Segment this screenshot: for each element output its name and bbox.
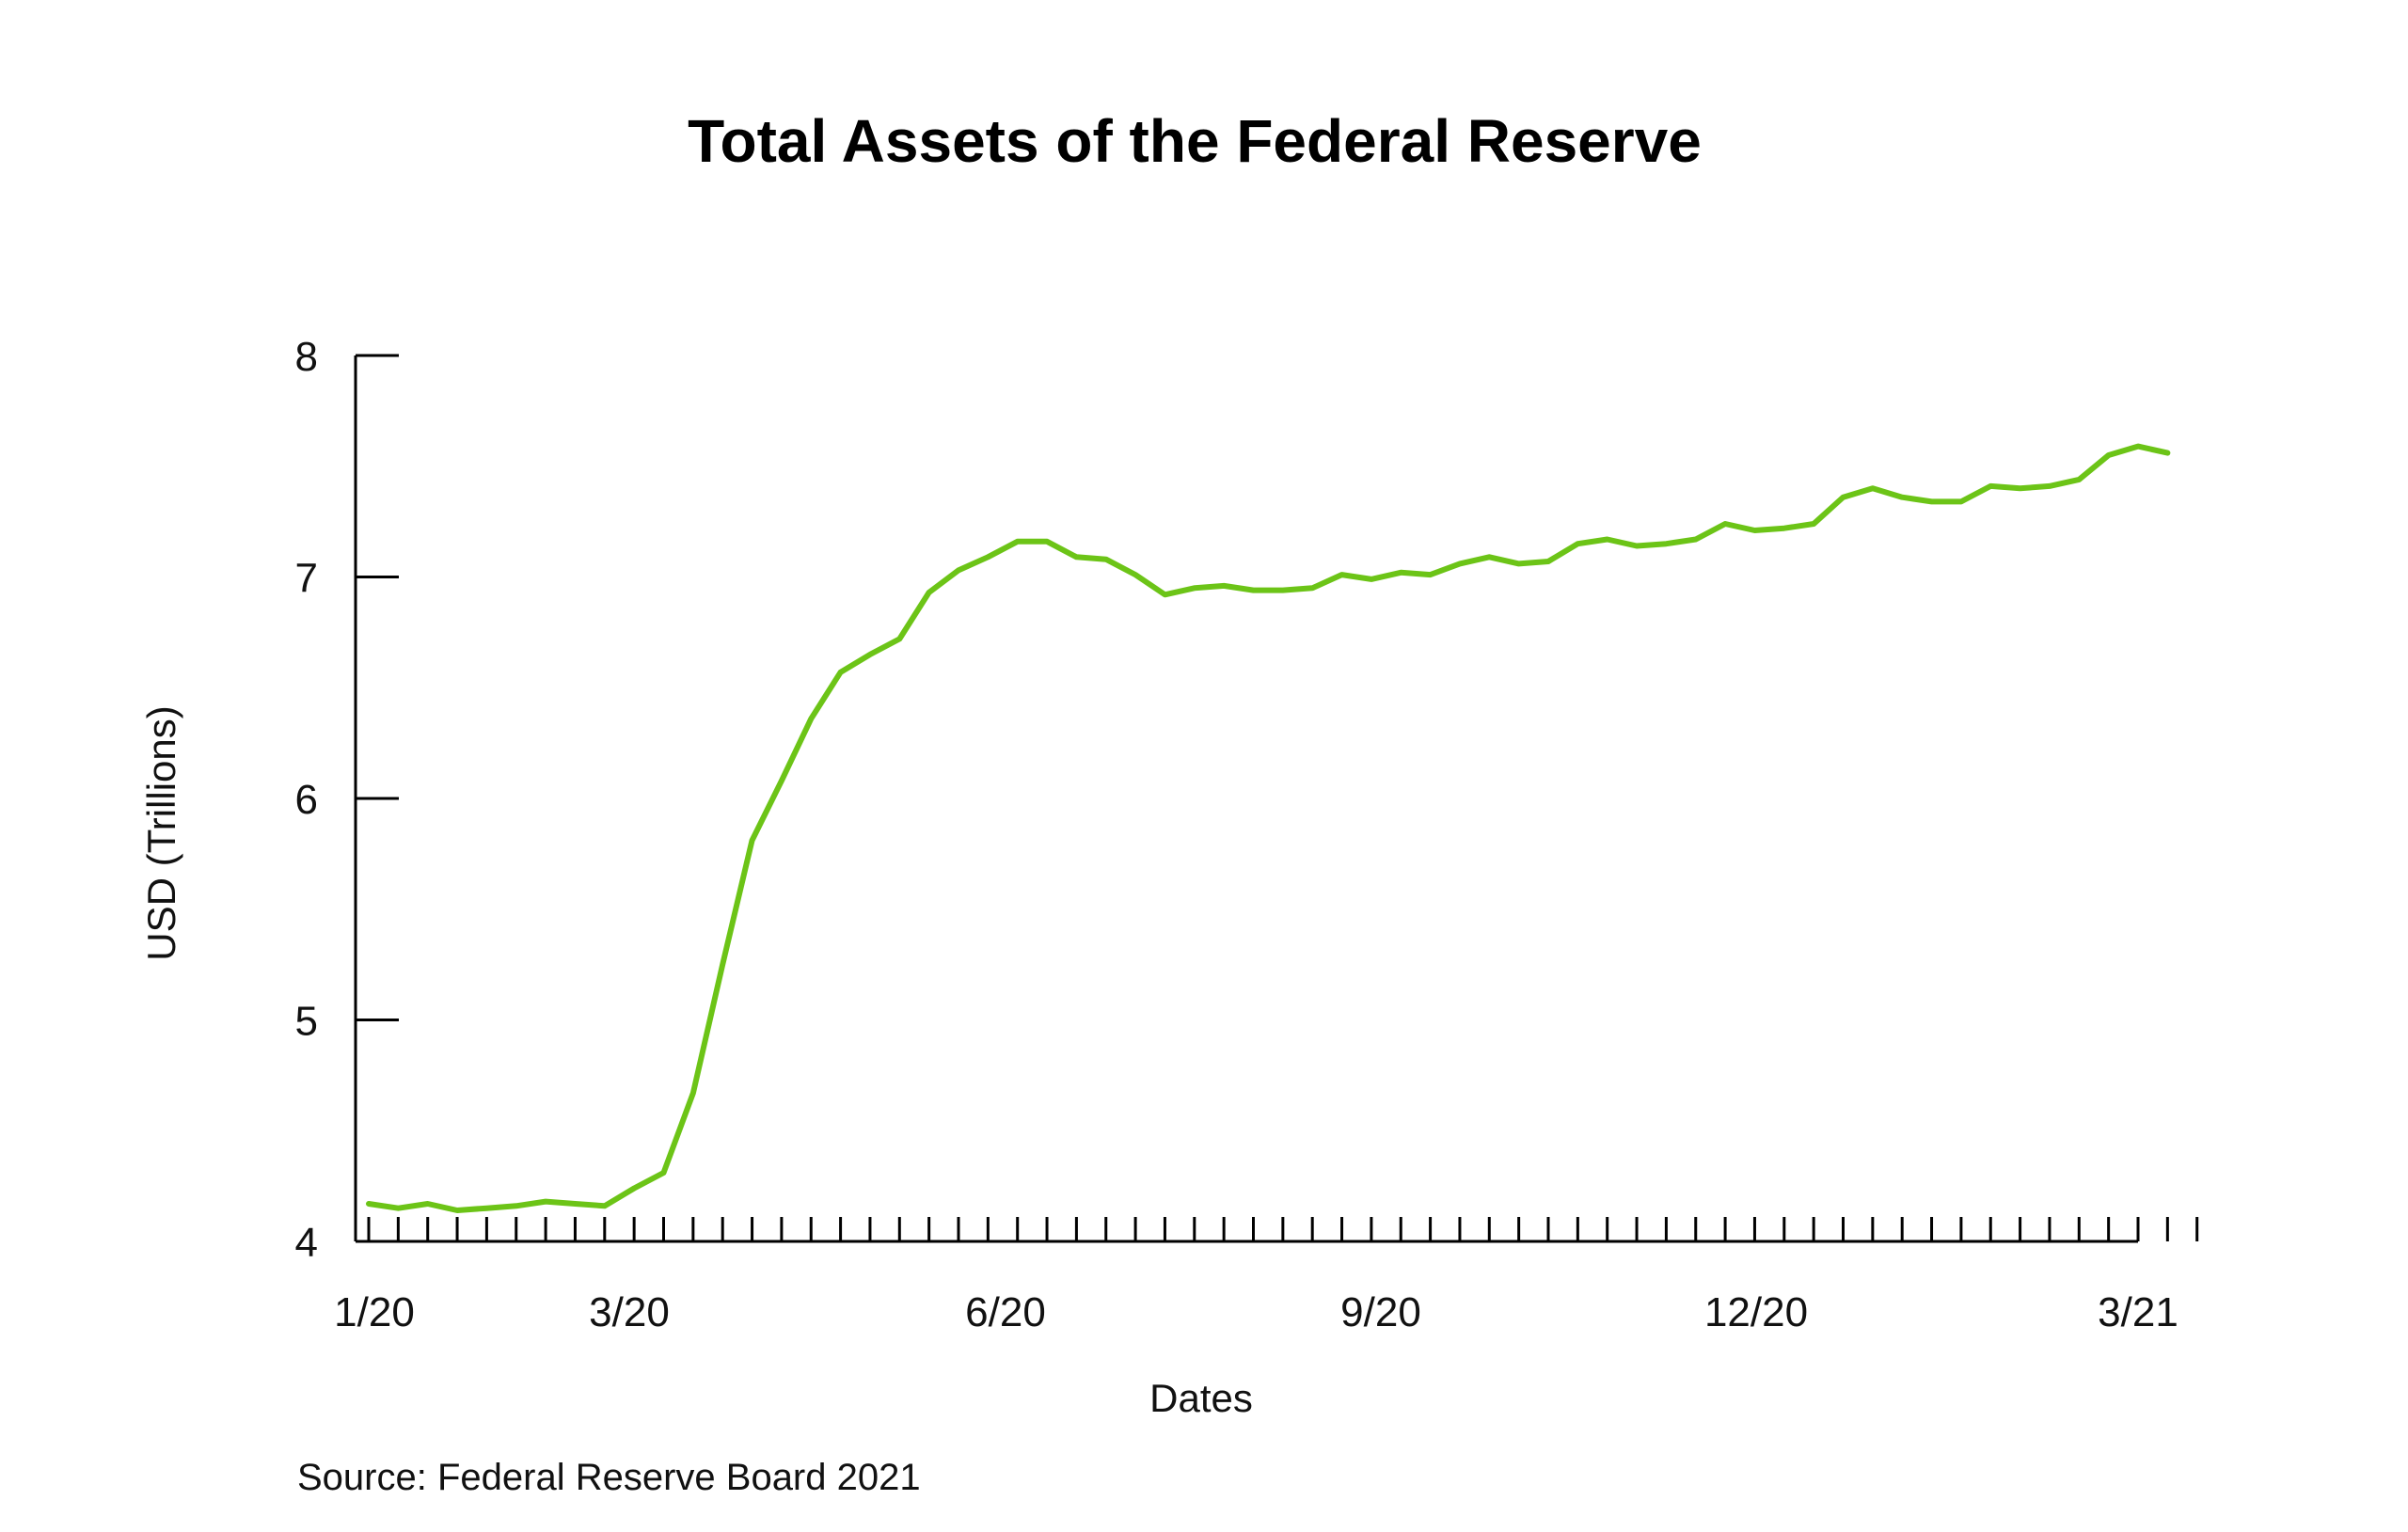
data-point <box>927 590 932 595</box>
series-line <box>366 443 2171 1213</box>
data-point <box>1870 485 1876 491</box>
x-tick-label: 1/20 <box>334 1289 415 1335</box>
data-point <box>1369 576 1374 582</box>
data-point <box>2018 485 2023 491</box>
data-point <box>1811 521 1816 527</box>
chart-title: Total Assets of the Federal Reserve <box>688 107 1702 175</box>
data-point <box>1693 536 1699 542</box>
data-point <box>366 1201 372 1207</box>
y-axis-label: USD (Trillions) <box>139 705 183 960</box>
data-point <box>1398 570 1403 576</box>
y-ticks: 4 5 6 7 8 <box>295 334 399 1266</box>
y-tick-label: 5 <box>295 999 318 1045</box>
data-point <box>395 1206 401 1211</box>
data-point <box>1339 572 1345 577</box>
y-tick-label: 6 <box>295 777 318 823</box>
data-point <box>483 1206 489 1211</box>
x-tick-labels: 1/20 3/20 6/20 9/20 12/20 3/21 <box>334 1289 2178 1335</box>
data-point <box>2135 444 2141 450</box>
source-note: Source: Federal Reserve Board 2021 <box>297 1457 921 1498</box>
data-point <box>1545 559 1551 564</box>
data-point <box>1015 539 1021 545</box>
data-point <box>779 778 784 783</box>
data-point <box>1428 572 1434 577</box>
data-point <box>750 838 755 844</box>
data-point <box>2047 483 2052 489</box>
data-point <box>985 554 990 560</box>
data-point <box>1103 557 1109 562</box>
data-point <box>1782 526 1787 531</box>
data-point <box>1251 588 1257 593</box>
data-point <box>1192 585 1197 591</box>
data-point <box>1605 536 1610 542</box>
x-tick-label: 9/20 <box>1340 1289 1421 1335</box>
data-point <box>543 1199 548 1205</box>
data-points <box>366 444 2170 1213</box>
data-point <box>1988 483 1993 489</box>
data-point <box>2076 477 2082 482</box>
data-point <box>1280 588 1286 593</box>
x-tick-label: 6/20 <box>965 1289 1046 1335</box>
data-point <box>1663 541 1669 546</box>
x-ticks <box>367 1217 2199 1241</box>
data-point <box>808 716 814 721</box>
data-point <box>1221 583 1227 589</box>
data-point <box>956 567 961 573</box>
data-point <box>631 1185 637 1191</box>
data-point <box>1516 561 1522 566</box>
data-point <box>720 962 725 968</box>
y-tick-label: 7 <box>295 556 318 602</box>
data-point <box>1073 554 1079 560</box>
data-point <box>1133 572 1138 577</box>
data-point <box>454 1208 460 1213</box>
data-point <box>867 652 873 657</box>
data-point <box>838 670 844 675</box>
data-point <box>1929 498 1935 504</box>
data-point <box>1457 561 1463 566</box>
data-point <box>1634 544 1640 549</box>
data-point <box>514 1203 519 1208</box>
data-point <box>2106 452 2112 458</box>
data-point <box>1958 498 1964 504</box>
x-axis-label: Dates <box>1149 1376 1253 1420</box>
data-point <box>602 1203 608 1208</box>
data-point <box>1722 521 1728 527</box>
data-point <box>1044 539 1050 545</box>
data-point <box>896 636 902 641</box>
data-point <box>661 1170 667 1176</box>
data-point <box>425 1201 431 1207</box>
data-point <box>2164 450 2170 456</box>
x-tick-label: 3/20 <box>589 1289 670 1335</box>
data-point <box>1162 592 1167 597</box>
data-point <box>1309 585 1315 591</box>
data-point <box>1841 495 1846 500</box>
data-point <box>690 1090 696 1096</box>
y-tick-label: 4 <box>295 1220 318 1266</box>
y-tick-label: 8 <box>295 334 318 380</box>
data-point <box>1899 495 1905 500</box>
data-point <box>1751 528 1757 533</box>
data-point <box>1575 541 1580 546</box>
x-tick-label: 3/21 <box>2098 1289 2178 1335</box>
data-point <box>1486 554 1492 560</box>
x-tick-label: 12/20 <box>1704 1289 1808 1335</box>
data-point <box>572 1201 578 1207</box>
